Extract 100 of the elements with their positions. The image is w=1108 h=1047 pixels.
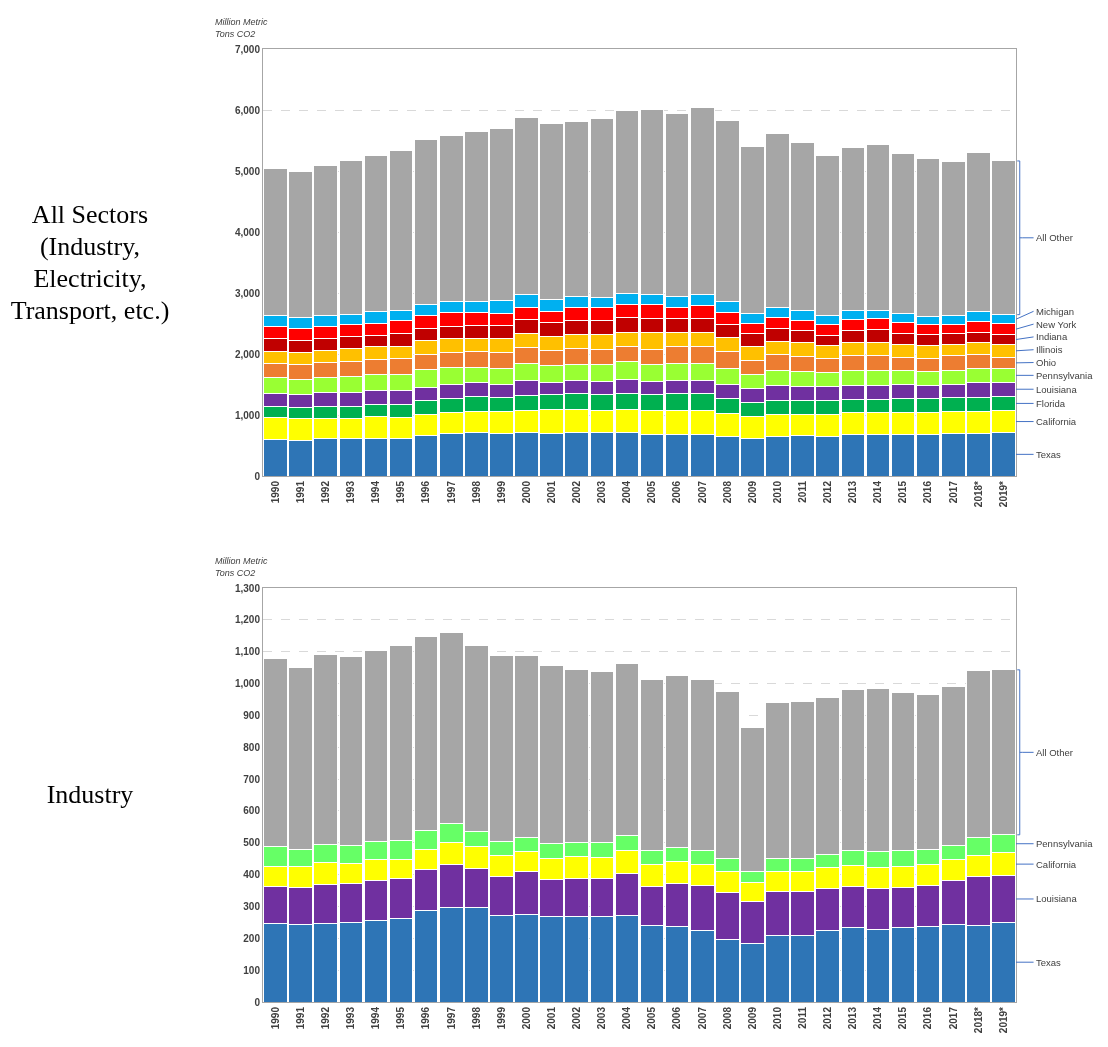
y-axis-title: Million Metric Tons CO2 [215, 17, 269, 39]
x-tick-label: 2014 [872, 1006, 884, 1030]
y-tick-label: 1,300 [234, 582, 261, 594]
y-tick-label: 0 [254, 996, 261, 1008]
x-tick-label: 1998 [470, 1006, 482, 1030]
x-tick-label: 2018* [972, 480, 984, 508]
x-tick-label: 2011 [796, 1006, 808, 1029]
x-tick-label: 1992 [320, 1006, 331, 1030]
y-tick-label: 5,000 [234, 165, 261, 177]
x-tick-label: 2018* [972, 1006, 984, 1034]
x-tick-label: 2001 [545, 480, 557, 504]
x-tick-label: 2007 [696, 1006, 708, 1030]
y-tick-label: 4,000 [234, 226, 261, 238]
x-tick-label: 2007 [696, 480, 708, 504]
text: All Sectors (Industry, Electricity, Transport, etc.) [9, 198, 171, 327]
x-tick-label: 1992 [320, 480, 331, 504]
x-tick-label: 1994 [370, 1006, 382, 1030]
text: Ohio [1036, 357, 1057, 368]
x-tick-label: 1994 [370, 480, 382, 504]
y-tick-label: 0 [254, 470, 261, 482]
y-tick-label: 2,000 [234, 348, 261, 360]
x-tick-label: 2010 [771, 1006, 783, 1030]
x-tick-label: 2009 [746, 480, 758, 504]
x-tick-label: 2003 [596, 480, 608, 504]
y-tick-label: 1,000 [234, 678, 261, 690]
text: All Other [1036, 232, 1073, 243]
x-tick-label: 2014 [872, 480, 884, 504]
y-tick-label: 700 [243, 773, 261, 785]
x-tick-label: 1996 [420, 480, 432, 504]
x-tick-label: 2016 [922, 480, 934, 504]
x-tick-label: 2009 [746, 1006, 758, 1030]
x-tick-label: 2016 [922, 1006, 934, 1030]
x-tick-label: 2001 [545, 1006, 557, 1030]
x-tick-label: 2000 [520, 480, 532, 504]
x-tick-label: 2010 [771, 480, 783, 504]
y-axis-title: Million Metric Tons CO2 [215, 556, 269, 578]
x-tick-label: 1995 [395, 1006, 407, 1030]
y-tick-label: 200 [243, 932, 261, 944]
y-tick-label: 400 [243, 869, 261, 881]
x-tick-label: 2019* [997, 1006, 1009, 1034]
y-tick-label: 500 [243, 837, 261, 849]
text: All Other [1036, 747, 1073, 758]
x-tick-label: 2000 [520, 1006, 532, 1030]
x-tick-label: 1993 [345, 480, 357, 504]
x-tick-label: 2011 [796, 480, 808, 503]
x-tick-label: 2004 [621, 480, 633, 504]
text: Industry [45, 779, 135, 811]
x-tick-label: 2006 [671, 480, 683, 504]
text: New York [1036, 319, 1077, 330]
x-tick-label: 1996 [420, 1006, 432, 1030]
x-tick-label: 1993 [345, 1006, 357, 1030]
text: California [1036, 859, 1077, 870]
x-tick-label: 1999 [495, 1006, 507, 1030]
x-tick-label: 2015 [897, 1006, 909, 1030]
y-tick-label: 1,000 [234, 409, 261, 421]
text: Florida [1036, 398, 1066, 409]
x-tick-label: 2008 [721, 480, 733, 504]
x-tick-label: 1998 [470, 480, 482, 504]
y-tick-label: 800 [243, 741, 261, 753]
x-tick-label: 1991 [294, 480, 306, 504]
x-tick-label: 1991 [294, 1006, 306, 1030]
y-tick-label: 7,000 [234, 43, 261, 55]
y-tick-label: 1,200 [234, 614, 261, 626]
text: Illinois [1036, 344, 1063, 355]
text: Indiana [1036, 331, 1068, 342]
text: Pennsylvania [1036, 838, 1094, 849]
x-tick-label: 1999 [495, 480, 507, 504]
x-tick-label: 2004 [621, 1006, 633, 1030]
x-tick-label: 2005 [646, 1006, 658, 1030]
text: California [1036, 416, 1077, 427]
x-tick-label: 2002 [571, 1006, 582, 1030]
x-tick-label: 2017 [947, 1006, 959, 1030]
y-tick-label: 900 [243, 709, 261, 721]
x-tick-label: 2013 [847, 1006, 859, 1030]
x-tick-label: 2002 [571, 480, 582, 504]
x-tick-label: 2003 [596, 1006, 608, 1030]
x-tick-label: 2005 [646, 480, 658, 504]
text: Louisiana [1036, 893, 1078, 904]
x-tick-label: 2012 [822, 1006, 833, 1030]
x-tick-label: 1990 [269, 1006, 281, 1030]
y-tick-label: 300 [243, 900, 261, 912]
x-tick-label: 1997 [445, 480, 457, 504]
y-tick-label: 600 [243, 805, 261, 817]
x-tick-label: 2019* [997, 480, 1009, 508]
text: Michigan [1036, 306, 1075, 317]
x-tick-label: 2017 [947, 480, 959, 504]
text: Texas [1036, 449, 1062, 460]
y-tick-label: 1,100 [234, 646, 261, 658]
text: Louisiana [1036, 384, 1078, 395]
x-tick-label: 1990 [269, 480, 281, 504]
text: Texas [1036, 957, 1062, 968]
y-tick-label: 6,000 [234, 104, 261, 116]
x-tick-label: 2008 [721, 1006, 733, 1030]
x-tick-label: 1997 [445, 1006, 457, 1030]
x-tick-label: 2012 [822, 480, 833, 504]
y-tick-label: 3,000 [234, 287, 261, 299]
x-tick-label: 2006 [671, 1006, 683, 1030]
y-tick-label: 100 [243, 964, 261, 976]
x-tick-label: 2013 [847, 480, 859, 504]
text: Pennsylvania [1036, 370, 1094, 381]
